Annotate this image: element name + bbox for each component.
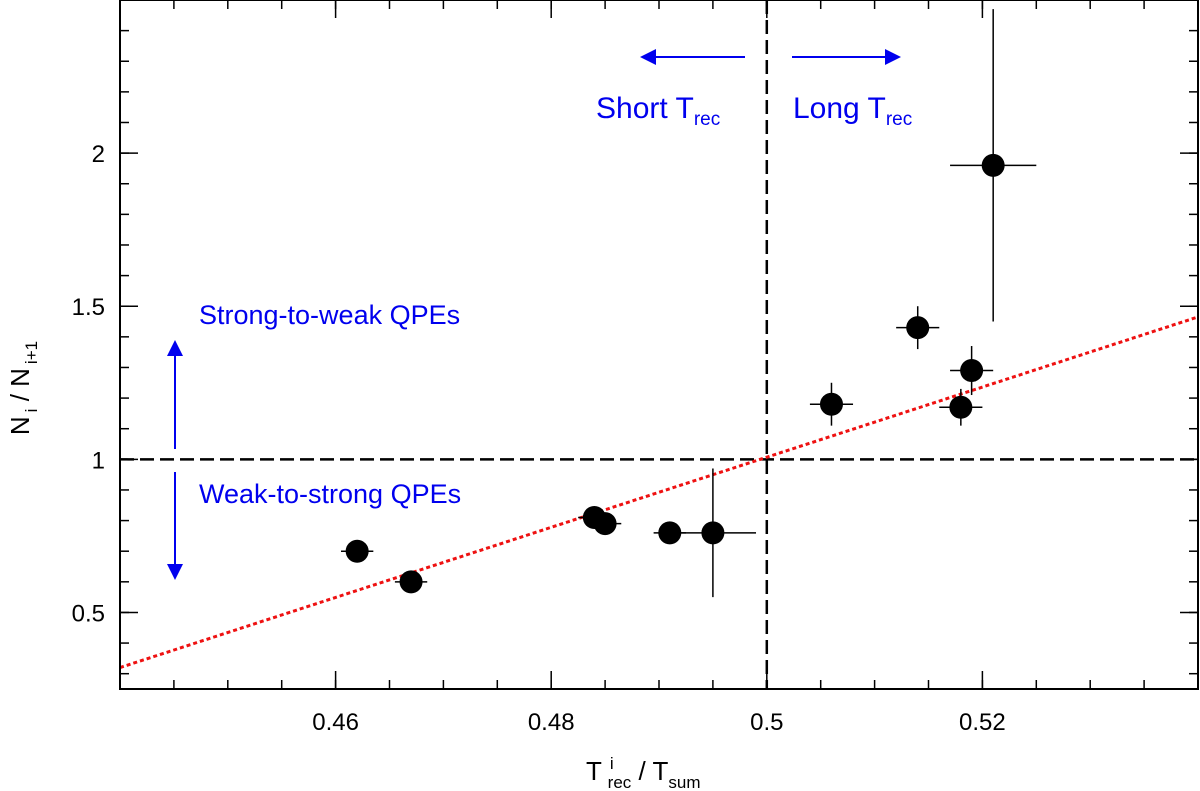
x-tick-label: 0.46: [312, 709, 359, 736]
plot-frame: [119, 0, 1199, 690]
x-tick-label: 0.48: [528, 709, 575, 736]
x-tick-label: 0.52: [959, 709, 1006, 736]
data-point: [593, 512, 617, 536]
strong-to-weak-label: Strong-to-weak QPEs: [199, 300, 460, 330]
y-tick-label: 1.5: [72, 294, 105, 321]
tick-labels: 0.46 0.48 0.5 0.52 0.5 1 1.5 2: [72, 141, 1006, 736]
y-tick-label: 1: [92, 447, 105, 474]
short-trec-label: Short Trec: [596, 92, 720, 130]
y-axis-label: Ni / Ni+1: [5, 341, 41, 435]
weak-to-strong-label: Weak-to-strong QPEs: [199, 479, 461, 509]
data-point: [399, 570, 423, 594]
strong-arrow-head: [167, 340, 183, 356]
short-arrow-head: [640, 49, 656, 65]
data-point: [949, 395, 973, 419]
y-tick-label: 2: [92, 141, 105, 168]
data-point: [345, 539, 369, 563]
weak-arrow-head: [167, 564, 183, 580]
y-tick-label: 0.5: [72, 600, 105, 627]
long-arrow-head: [885, 49, 901, 65]
annotation-arrows: [167, 49, 901, 580]
data-point: [981, 153, 1005, 177]
data-point: [701, 521, 725, 545]
data-points: [340, 9, 1037, 598]
data-point: [960, 359, 984, 383]
x-tick-label: 0.5: [750, 709, 783, 736]
data-point: [819, 392, 843, 416]
minor-ticks: [119, 0, 1199, 689]
reference-lines: [120, 0, 1198, 689]
data-point: [906, 316, 930, 340]
long-trec-label: Long Trec: [793, 92, 912, 130]
